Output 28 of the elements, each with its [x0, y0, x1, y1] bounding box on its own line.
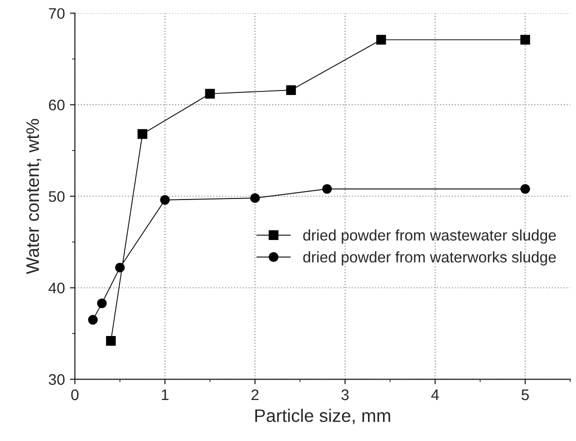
x-tick-label: 0	[71, 389, 79, 400]
x-tick-label: 3	[341, 389, 349, 400]
point	[106, 336, 116, 346]
point	[520, 184, 530, 194]
point	[88, 314, 98, 325]
point	[97, 298, 107, 308]
point	[322, 184, 332, 194]
x-tick-label: 2	[252, 389, 258, 400]
y-tick-label: 50	[48, 191, 65, 202]
point	[286, 85, 296, 95]
point	[138, 129, 148, 139]
point	[520, 34, 530, 45]
point	[115, 262, 125, 272]
x-tick-label: 4	[431, 390, 439, 400]
y-axis-title: Water content, wt%	[26, 118, 42, 274]
y-tick-label: 40	[48, 282, 65, 294]
y-tick-label: 30	[48, 374, 65, 385]
point	[160, 195, 170, 205]
x-tick-label: 1	[162, 390, 168, 400]
y-tick-label: 70	[48, 8, 65, 19]
x-tick-label: 5	[522, 390, 529, 400]
point	[250, 193, 260, 203]
x-axis-title: Particle size, mm	[255, 408, 390, 424]
point	[376, 34, 386, 45]
point	[205, 88, 215, 99]
legend-label: dried powder from waterworks sludge	[303, 251, 556, 266]
legend-label: dried powder from wastewater sludge	[303, 229, 556, 244]
y-tick-label: 60	[48, 100, 65, 110]
